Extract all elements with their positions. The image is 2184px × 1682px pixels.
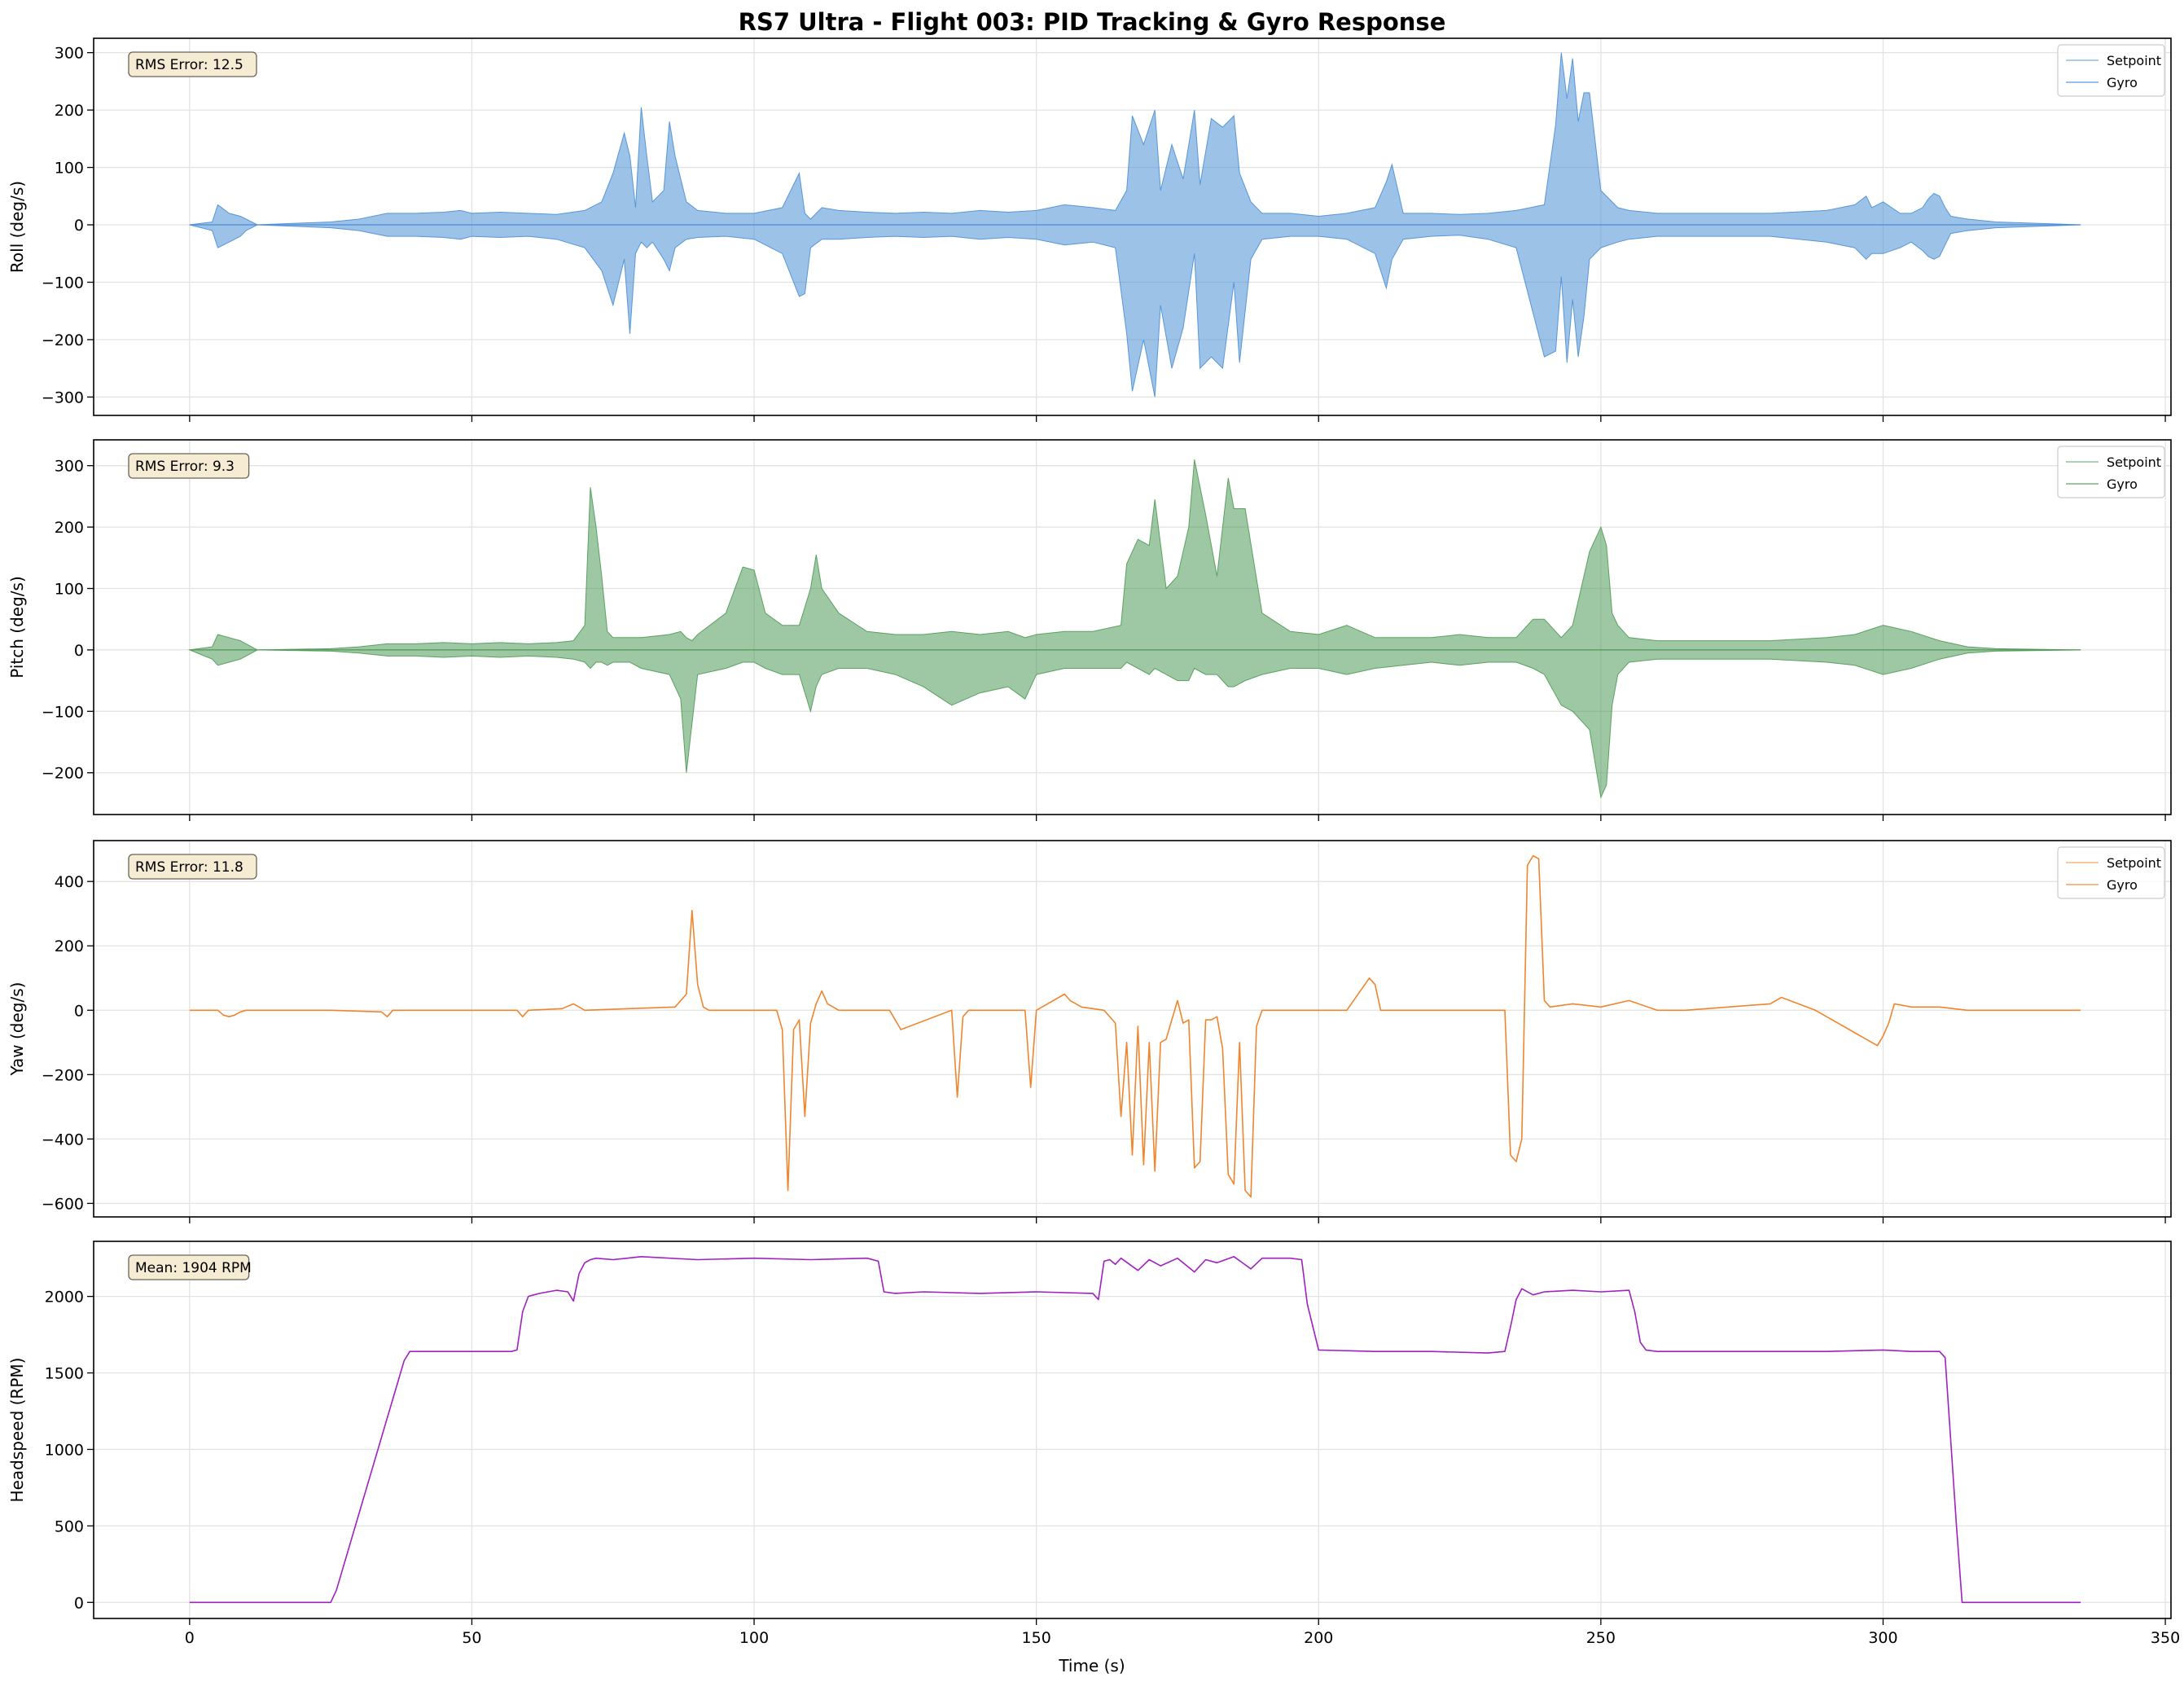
roll-legend-label-setpoint: Setpoint xyxy=(2107,53,2161,68)
roll-y-tick-label: −100 xyxy=(42,274,84,292)
yaw-annotation: RMS Error: 11.8 xyxy=(128,854,257,880)
yaw-legend-label-gyro: Gyro xyxy=(2107,877,2138,893)
yaw-y-tick-label: −200 xyxy=(42,1066,84,1084)
yaw-y-tick-label: 400 xyxy=(55,873,84,891)
roll-y-tick-label: 0 xyxy=(74,217,84,235)
headspeed-panel: 0 50 100 150 200 250 300 350 0 500 1000 1500 2000 Hea… xyxy=(7,1241,2180,1647)
roll-y-tick-label: 100 xyxy=(55,160,84,178)
pitch-legend-label-gyro: Gyro xyxy=(2107,476,2138,492)
headspeed-annotation-text: Mean: 1904 RPM xyxy=(135,1260,252,1276)
headspeed-axes-frame xyxy=(93,1241,2172,1619)
pitch-y-tick-label: 0 xyxy=(74,642,84,660)
figure-title: RS7 Ultra - Flight 003: PID Tracking & G… xyxy=(739,8,1446,36)
yaw-legend-label-setpoint: Setpoint xyxy=(2107,855,2161,871)
yaw-y-tick-label: 0 xyxy=(74,1002,84,1020)
headspeed-y-tick-label: 1500 xyxy=(45,1365,84,1383)
pitch-y-tick-label: 300 xyxy=(55,458,84,476)
pitch-legend: Setpoint Gyro xyxy=(2057,446,2165,498)
roll-y-tick-label: 200 xyxy=(55,102,84,120)
yaw-annotation-box xyxy=(128,854,257,880)
yaw-annotation-text: RMS Error: 11.8 xyxy=(135,859,243,876)
x-tick-label: 250 xyxy=(1586,1629,1616,1647)
yaw-y-tick-label: 200 xyxy=(55,938,84,955)
pitch-panel: −200 −100 0 100 200 300 Pitch (deg/s) RMS Error… xyxy=(7,439,2172,821)
pitch-legend-frame xyxy=(2057,446,2165,498)
yaw-gyro-line xyxy=(189,854,2081,1198)
headspeed-line xyxy=(189,1256,2081,1604)
pitch-annotation-text: RMS Error: 9.3 xyxy=(135,459,235,475)
roll-legend: Setpoint Gyro xyxy=(2057,44,2165,97)
roll-axes-frame xyxy=(93,37,2172,416)
yaw-legend-frame xyxy=(2057,846,2165,899)
pitch-y-tick-label: 200 xyxy=(55,519,84,537)
roll-y-tick-label: −300 xyxy=(42,389,84,406)
pitch-axes-frame xyxy=(93,439,2172,815)
roll-y-tick-label: 300 xyxy=(55,45,84,63)
roll-legend-frame xyxy=(2057,44,2165,97)
x-tick-label: 150 xyxy=(1022,1629,1051,1647)
roll-gyro-band xyxy=(189,52,2081,397)
headspeed-y-tick-label: 2000 xyxy=(45,1289,84,1307)
yaw-axes-frame xyxy=(93,840,2172,1218)
yaw-y-tick-label: −400 xyxy=(42,1131,84,1148)
x-tick-label: 300 xyxy=(1868,1629,1897,1647)
pitch-y-tick-label: −200 xyxy=(42,765,84,783)
pitch-annotation-box xyxy=(128,453,250,479)
roll-y-axis-label: Roll (deg/s) xyxy=(7,181,27,273)
pitch-gyro-band xyxy=(187,459,2081,799)
roll-annotation-box xyxy=(128,51,257,77)
yaw-legend: Setpoint Gyro xyxy=(2057,846,2165,899)
pitch-legend-label-setpoint: Setpoint xyxy=(2107,455,2161,470)
panels: −300 −200 −100 0 100 200 300 Roll (deg/s) RMS Er… xyxy=(7,37,2180,1647)
pitch-y-tick-label: −100 xyxy=(42,703,84,721)
headspeed-y-tick-label: 0 xyxy=(74,1594,84,1612)
headspeed-annotation-box xyxy=(128,1254,250,1280)
x-tick-label: 100 xyxy=(739,1629,769,1647)
roll-legend-label-gyro: Gyro xyxy=(2107,75,2138,90)
headspeed-y-tick-label: 500 xyxy=(55,1517,84,1535)
pitch-y-tick-label: 100 xyxy=(55,580,84,598)
headspeed-y-tick-label: 1000 xyxy=(45,1441,84,1459)
x-tick-label: 0 xyxy=(185,1629,195,1647)
x-tick-label: 50 xyxy=(462,1629,481,1647)
pitch-annotation: RMS Error: 9.3 xyxy=(128,453,250,479)
yaw-y-tick-label: −600 xyxy=(42,1195,84,1213)
x-axis-label: Time (s) xyxy=(1058,1656,1125,1675)
x-tick-label: 350 xyxy=(2151,1629,2180,1647)
roll-annotation-text: RMS Error: 12.5 xyxy=(135,57,243,73)
yaw-y-axis-label: Yaw (deg/s) xyxy=(7,982,27,1077)
roll-panel: −300 −200 −100 0 100 200 300 Roll (deg/s) RMS Er… xyxy=(7,37,2172,422)
roll-y-tick-label: −200 xyxy=(42,332,84,349)
pitch-y-axis-label: Pitch (deg/s) xyxy=(7,576,27,679)
roll-annotation: RMS Error: 12.5 xyxy=(128,51,257,77)
headspeed-annotation: Mean: 1904 RPM xyxy=(128,1254,252,1280)
headspeed-y-axis-label: Headspeed (RPM) xyxy=(7,1358,27,1503)
yaw-panel: −600 −400 −200 0 200 400 Yaw (deg/s) RMS Error:… xyxy=(7,840,2172,1223)
x-tick-label: 200 xyxy=(1304,1629,1333,1647)
